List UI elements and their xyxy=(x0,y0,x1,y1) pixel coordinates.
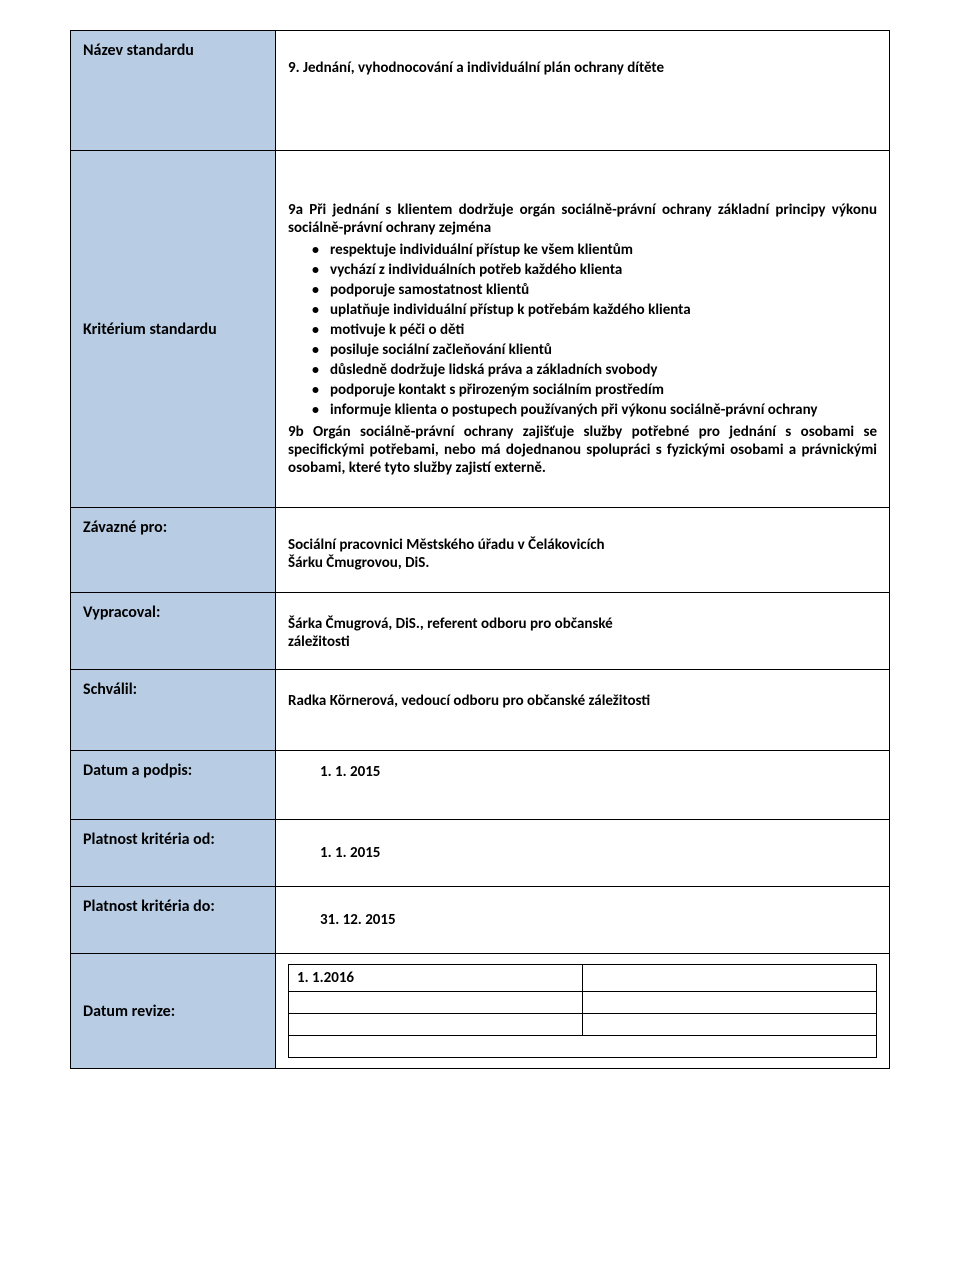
zavazne-line2: Šárku Čmugrovou, DiS. xyxy=(288,554,877,572)
bullet-item: podporuje kontakt s přirozeným sociálním… xyxy=(312,381,877,399)
row-schvalil: Schválil: Radka Körnerová, vedoucí odbor… xyxy=(71,670,890,751)
kriterium-intro: 9a Při jednání s klientem dodržuje orgán… xyxy=(288,201,877,237)
label-schvalil: Schválil: xyxy=(71,670,276,751)
revize-cell xyxy=(289,992,583,1014)
label-nazev: Název standardu xyxy=(71,31,276,151)
bullet-item: posiluje sociální začleňování klientů xyxy=(312,341,877,359)
platnost-od-text: 1. 1. 2015 xyxy=(288,844,877,862)
zavazne-line1: Sociální pracovnici Městského úřadu v Če… xyxy=(288,536,877,554)
datum-podpis-text: 1. 1. 2015 xyxy=(288,763,877,781)
bullet-item: motivuje k péči o děti xyxy=(312,321,877,339)
kriterium-bullets: respektuje individuální přístup ke všem … xyxy=(288,241,877,419)
row-datum-revize: Datum revize: 1. 1.2016 xyxy=(71,954,890,1069)
content-platnost-do: 31. 12. 2015 xyxy=(276,887,890,954)
table-row xyxy=(289,1014,877,1036)
label-datum-revize: Datum revize: xyxy=(71,954,276,1069)
bullet-item: uplatňuje individuální přístup k potřebá… xyxy=(312,301,877,319)
vypracoval-line1: Šárka Čmugrová, DiS., referent odboru pr… xyxy=(288,615,877,633)
platnost-do-text: 31. 12. 2015 xyxy=(288,911,877,929)
title-text: 9. Jednání, vyhodnocování a individuální… xyxy=(288,59,877,77)
row-vypracoval: Vypracoval: Šárka Čmugrová, DiS., refere… xyxy=(71,593,890,670)
label-datum-podpis: Datum a podpis: xyxy=(71,751,276,820)
row-kriterium: Kritérium standardu 9a Při jednání s kli… xyxy=(71,151,890,508)
content-vypracoval: Šárka Čmugrová, DiS., referent odboru pr… xyxy=(276,593,890,670)
bullet-item: podporuje samostatnost klientů xyxy=(312,281,877,299)
content-datum-revize: 1. 1.2016 xyxy=(276,954,890,1069)
row-nazev: Název standardu 9. Jednání, vyhodnocován… xyxy=(71,31,890,151)
content-platnost-od: 1. 1. 2015 xyxy=(276,820,890,887)
revize-cell xyxy=(289,1036,877,1058)
content-kriterium: 9a Při jednání s klientem dodržuje orgán… xyxy=(276,151,890,508)
revize-cell xyxy=(289,1014,583,1036)
revize-cell xyxy=(583,992,877,1014)
label-kriterium: Kritérium standardu xyxy=(71,151,276,508)
label-platnost-od: Platnost kritéria od: xyxy=(71,820,276,887)
content-zavazne: Sociální pracovnici Městského úřadu v Če… xyxy=(276,508,890,593)
bullet-item: informuje klienta o postupech používanýc… xyxy=(312,401,877,419)
kriterium-outro: 9b Orgán sociálně-právní ochrany zajišťu… xyxy=(288,423,877,477)
standards-table: Název standardu 9. Jednání, vyhodnocován… xyxy=(70,30,890,1069)
table-row xyxy=(289,992,877,1014)
label-zavazne: Závazné pro: xyxy=(71,508,276,593)
row-platnost-od: Platnost kritéria od: 1. 1. 2015 xyxy=(71,820,890,887)
bullet-item: respektuje individuální přístup ke všem … xyxy=(312,241,877,259)
revize-cell xyxy=(583,1014,877,1036)
vypracoval-line2: záležitosti xyxy=(288,633,877,651)
row-zavazne: Závazné pro: Sociální pracovnici Městské… xyxy=(71,508,890,593)
content-schvalil: Radka Körnerová, vedoucí odboru pro obča… xyxy=(276,670,890,751)
revize-subtable: 1. 1.2016 xyxy=(288,964,877,1058)
label-vypracoval: Vypracoval: xyxy=(71,593,276,670)
row-datum-podpis: Datum a podpis: 1. 1. 2015 xyxy=(71,751,890,820)
row-platnost-do: Platnost kritéria do: 31. 12. 2015 xyxy=(71,887,890,954)
content-nazev: 9. Jednání, vyhodnocování a individuální… xyxy=(276,31,890,151)
label-platnost-do: Platnost kritéria do: xyxy=(71,887,276,954)
bullet-item: vychází z individuálních potřeb každého … xyxy=(312,261,877,279)
schvalil-text: Radka Körnerová, vedoucí odboru pro obča… xyxy=(288,692,877,710)
table-row: 1. 1.2016 xyxy=(289,965,877,992)
revize-cell xyxy=(583,965,877,992)
content-datum-podpis: 1. 1. 2015 xyxy=(276,751,890,820)
revize-cell: 1. 1.2016 xyxy=(289,965,583,992)
page: Název standardu 9. Jednání, vyhodnocován… xyxy=(0,0,960,1109)
table-row xyxy=(289,1036,877,1058)
bullet-item: důsledně dodržuje lidská práva a základn… xyxy=(312,361,877,379)
